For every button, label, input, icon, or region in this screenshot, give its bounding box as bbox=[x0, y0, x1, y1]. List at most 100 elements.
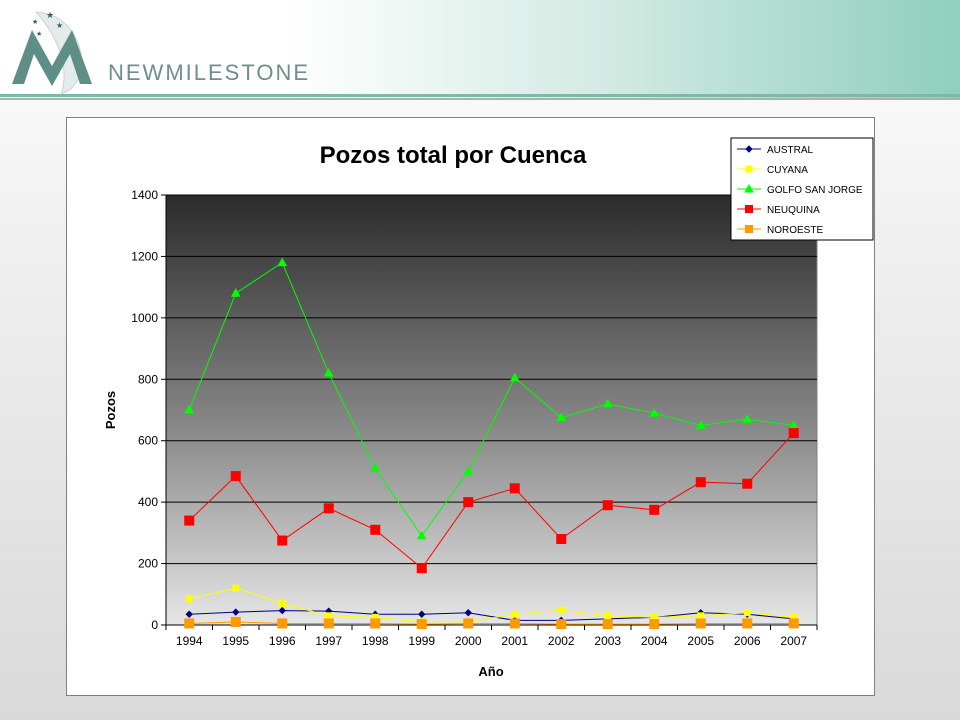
y-tick-label: 1400 bbox=[131, 188, 158, 202]
legend-label: NOROESTE bbox=[767, 225, 823, 236]
x-tick-label: 2003 bbox=[594, 634, 621, 648]
data-point bbox=[556, 534, 567, 544]
data-point bbox=[695, 477, 706, 488]
data-point bbox=[277, 535, 288, 546]
data-point bbox=[649, 619, 660, 630]
series-golfo-san-jorge bbox=[184, 257, 799, 540]
svg-text:★: ★ bbox=[56, 21, 63, 30]
y-tick-label: 400 bbox=[138, 495, 158, 509]
legend-item: CUYANA bbox=[737, 165, 808, 176]
series-line bbox=[188, 261, 794, 537]
svg-text:★: ★ bbox=[32, 18, 38, 26]
data-point bbox=[463, 497, 474, 508]
x-tick-label: 1996 bbox=[269, 634, 296, 648]
data-point bbox=[416, 619, 427, 630]
data-point bbox=[509, 618, 520, 629]
data-point bbox=[416, 563, 427, 574]
x-tick-label: 2004 bbox=[641, 634, 668, 648]
legend-item: GOLFO SAN JORGE bbox=[737, 183, 863, 196]
data-point bbox=[604, 612, 612, 620]
data-point bbox=[745, 165, 753, 173]
data-point bbox=[232, 608, 240, 616]
data-point bbox=[695, 618, 706, 629]
legend-label: NEUQUINA bbox=[767, 205, 820, 216]
series-line bbox=[189, 587, 794, 623]
data-point bbox=[556, 412, 567, 422]
data-point bbox=[556, 619, 567, 630]
header-divider-secondary bbox=[0, 98, 960, 100]
chart-title: Pozos total por Cuenca bbox=[320, 142, 587, 169]
data-point bbox=[184, 515, 195, 526]
data-point bbox=[557, 606, 565, 614]
x-tick-label: 2001 bbox=[501, 634, 528, 648]
data-point bbox=[463, 466, 474, 475]
data-point bbox=[370, 618, 381, 629]
data-point bbox=[602, 500, 613, 511]
data-point bbox=[323, 368, 334, 377]
data-point bbox=[278, 600, 286, 607]
data-point bbox=[323, 618, 334, 629]
data-point bbox=[788, 618, 799, 629]
legend-item: AUSTRAL bbox=[737, 145, 814, 156]
data-point bbox=[230, 288, 241, 297]
x-tick-label: 1997 bbox=[315, 634, 342, 648]
data-point bbox=[232, 584, 240, 592]
x-tick-label: 1994 bbox=[176, 634, 203, 648]
y-axis-label: Pozos bbox=[103, 391, 118, 429]
x-tick-label: 1998 bbox=[362, 634, 389, 648]
data-point bbox=[464, 609, 472, 617]
data-point bbox=[788, 428, 799, 439]
series-noroeste bbox=[184, 616, 799, 630]
series-line bbox=[188, 432, 795, 569]
series-neuquina bbox=[184, 428, 799, 574]
legend-item: NOROESTE bbox=[737, 225, 823, 236]
data-point bbox=[742, 414, 753, 423]
data-point bbox=[463, 618, 474, 629]
plot-area bbox=[165, 194, 818, 626]
data-point bbox=[323, 503, 334, 514]
data-point bbox=[370, 463, 381, 472]
data-point bbox=[695, 420, 706, 429]
data-point bbox=[370, 524, 381, 535]
data-point bbox=[697, 612, 705, 620]
header-banner bbox=[0, 0, 960, 100]
data-point bbox=[649, 408, 660, 417]
y-tick-label: 0 bbox=[151, 618, 158, 632]
data-point bbox=[602, 398, 613, 408]
data-point bbox=[743, 609, 751, 617]
legend-label: GOLFO SAN JORGE bbox=[767, 185, 863, 196]
series-line bbox=[189, 610, 794, 621]
brand-name: NEWMILESTONE bbox=[108, 60, 311, 85]
newmilestone-logo-icon: ★ ★ ★ ★ bbox=[12, 10, 92, 95]
data-point bbox=[230, 616, 241, 627]
x-tick-label: 1995 bbox=[222, 634, 249, 648]
svg-text:★: ★ bbox=[46, 10, 54, 20]
data-point bbox=[745, 145, 753, 153]
data-point bbox=[509, 372, 520, 382]
line-chart: 0 200 400 600 800 1000 1200 1400 1994 1995 1996 199… bbox=[103, 137, 874, 679]
data-point bbox=[185, 610, 193, 618]
data-point bbox=[416, 530, 427, 540]
svg-text:★: ★ bbox=[36, 30, 42, 38]
data-point bbox=[602, 619, 613, 630]
x-axis-label: Año bbox=[478, 664, 503, 679]
data-point bbox=[184, 618, 195, 629]
x-tick-label: 1999 bbox=[408, 634, 435, 648]
data-point bbox=[649, 504, 660, 515]
header-divider bbox=[0, 94, 960, 97]
x-tick-label: 2007 bbox=[780, 634, 807, 648]
y-tick-label: 600 bbox=[138, 434, 158, 448]
y-tick-label: 1000 bbox=[131, 311, 158, 325]
data-point bbox=[185, 595, 193, 603]
y-tick-label: 1200 bbox=[131, 249, 158, 263]
x-tick-label: 2000 bbox=[455, 634, 482, 648]
data-point bbox=[742, 618, 753, 629]
y-tick-label: 800 bbox=[138, 372, 158, 386]
data-point bbox=[277, 618, 288, 629]
data-point bbox=[745, 205, 753, 213]
data-point bbox=[230, 471, 241, 482]
data-point bbox=[742, 478, 753, 489]
legend-item: NEUQUINA bbox=[737, 205, 820, 216]
legend-label: AUSTRAL bbox=[767, 145, 814, 156]
chart-container: 0 200 400 600 800 1000 1200 1400 1994 1995 1996 199… bbox=[66, 117, 875, 696]
